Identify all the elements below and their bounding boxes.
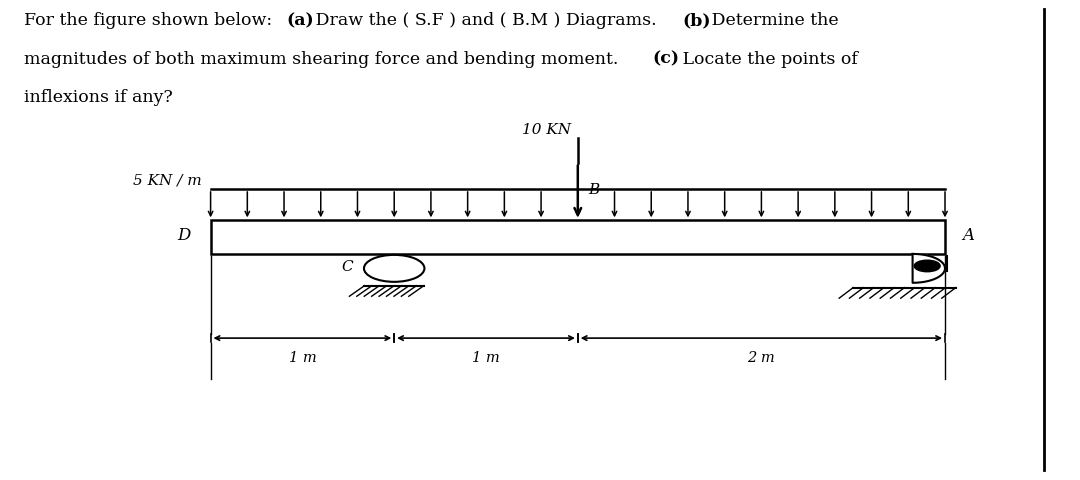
Text: Draw the ( S.F ) and ( B.M ) Diagrams.: Draw the ( S.F ) and ( B.M ) Diagrams.	[310, 12, 662, 29]
Text: C: C	[341, 259, 353, 274]
Text: 10 KN: 10 KN	[523, 123, 571, 137]
Text: A: A	[962, 227, 975, 244]
Text: inflexions if any?: inflexions if any?	[24, 89, 173, 106]
Text: (b): (b)	[683, 12, 711, 29]
Bar	[211, 221, 945, 254]
Text: 2 m: 2 m	[747, 350, 775, 364]
Text: For the figure shown below:: For the figure shown below:	[24, 12, 278, 29]
Text: (c): (c)	[652, 50, 679, 67]
Text: magnitudes of both maximum shearing force and bending moment.: magnitudes of both maximum shearing forc…	[24, 50, 623, 67]
Text: (a): (a)	[286, 12, 314, 29]
Text: D: D	[177, 227, 190, 244]
Text: B: B	[589, 182, 599, 196]
Circle shape	[364, 255, 424, 282]
Text: 1 m: 1 m	[472, 350, 500, 364]
Text: Locate the points of: Locate the points of	[677, 50, 858, 67]
Polygon shape	[913, 254, 945, 283]
Text: 1 m: 1 m	[288, 350, 316, 364]
Text: 5 KN / m: 5 KN / m	[133, 173, 202, 187]
Circle shape	[914, 261, 940, 272]
Text: Determine the: Determine the	[706, 12, 839, 29]
